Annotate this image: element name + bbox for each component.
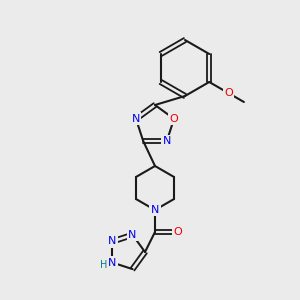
Text: N: N <box>128 230 137 240</box>
Text: N: N <box>108 258 117 268</box>
Text: N: N <box>163 136 171 146</box>
Text: N: N <box>132 114 140 124</box>
Text: N: N <box>151 205 159 215</box>
Text: H: H <box>100 260 107 270</box>
Text: O: O <box>174 227 182 237</box>
Text: N: N <box>108 236 117 246</box>
Text: O: O <box>224 88 233 98</box>
Text: O: O <box>169 114 178 124</box>
